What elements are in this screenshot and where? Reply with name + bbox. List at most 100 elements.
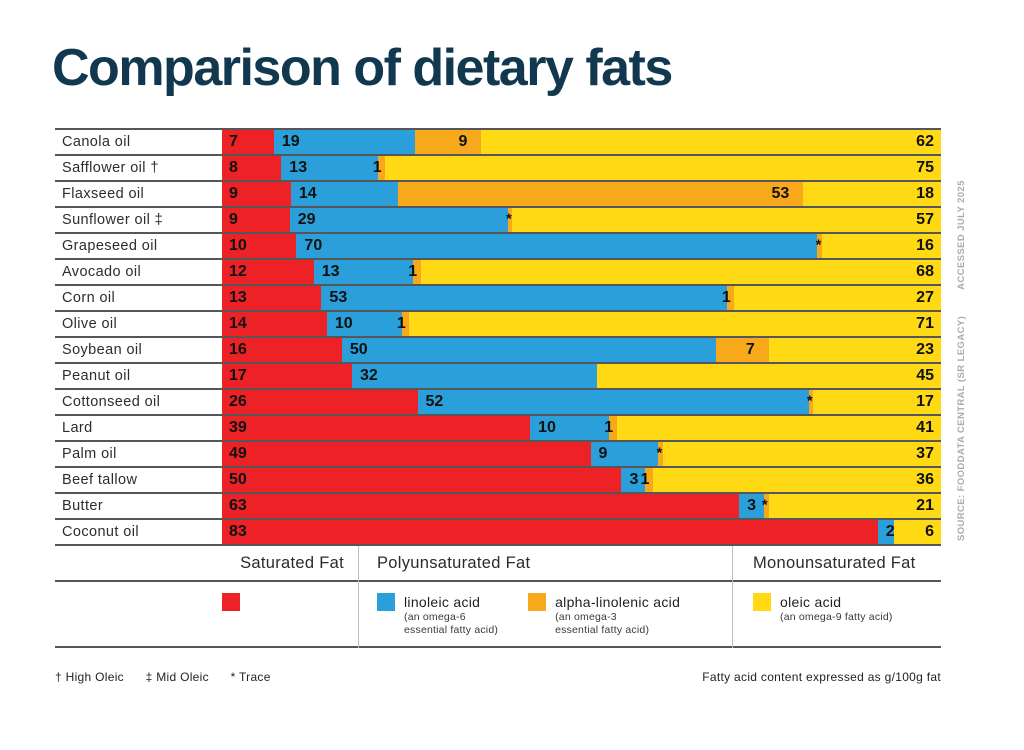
bar-segment-saturated: 26 (222, 390, 418, 414)
segment-value: 10 (229, 237, 247, 254)
row-label: Peanut oil (55, 364, 222, 388)
legend-header-polyunsaturated: Polyunsaturated Fat (359, 546, 732, 582)
row-label: Cottonseed oil (55, 390, 222, 414)
bar-segment-alpha-linolenic: 1 (408, 260, 421, 284)
segment-value: 29 (297, 211, 316, 228)
chart-row: Palm oil 49 9 * 37 (55, 442, 941, 468)
chart-row: Butter 63 3 * 21 (55, 494, 941, 520)
bar-segment-linoleic: 19 (273, 130, 415, 154)
segment-value: 37 (916, 445, 934, 462)
bar-segment-saturated: 13 (222, 286, 322, 310)
segment-value: 32 (360, 367, 378, 384)
row-label: Sunflower oil ‡ (55, 208, 222, 232)
stacked-bar: 63 3 * 21 (222, 494, 941, 518)
segment-value: 13 (321, 263, 340, 280)
saturated-swatch (222, 593, 240, 611)
bar-segment-linoleic: 13 (281, 156, 378, 180)
bar-segment-oleic: 36 (653, 468, 941, 492)
bar-segment-linoleic: 52 (417, 390, 809, 414)
bar-segment-oleic: 21 (768, 494, 941, 518)
legend-entry-linoleic: linoleic acid (an omega-6 essential fatt… (377, 593, 498, 637)
segment-value: 1 (721, 289, 731, 306)
legend: Saturated Fat Polyunsaturated Fat linole… (55, 546, 941, 648)
row-label: Grapeseed oil (55, 234, 222, 258)
bar-segment-alpha-linolenic: 1 (604, 416, 618, 440)
segment-value: 71 (916, 315, 934, 332)
linoleic-swatch (377, 593, 395, 611)
row-label: Palm oil (55, 442, 222, 466)
row-label: Lard (55, 416, 222, 440)
footnote-mid-oleic: ‡ Mid Oleic (145, 670, 209, 684)
stacked-bar: 8 13 1 75 (222, 156, 941, 180)
bar-segment-oleic: 6 (893, 520, 941, 544)
chart-row: Flaxseed oil 9 14 53 18 (55, 182, 941, 208)
footnote-units: Fatty acid content expressed as g/100g f… (702, 670, 941, 684)
bar-segment-alpha-linolenic: * (761, 494, 769, 518)
segment-value: 1 (396, 315, 406, 332)
row-label: Safflower oil † (55, 156, 222, 180)
chart-row: Olive oil 14 10 1 71 (55, 312, 941, 338)
segment-value: 57 (916, 211, 934, 228)
legend-entry-saturated (222, 593, 249, 611)
segment-value: 13 (289, 159, 308, 176)
oleic-swatch (753, 593, 771, 611)
bar-segment-linoleic: 14 (290, 182, 398, 206)
stacked-bar: 39 10 1 41 (222, 416, 941, 440)
segment-value: 70 (304, 237, 323, 254)
segment-value: 17 (229, 367, 247, 384)
segment-value: 3 (629, 471, 639, 488)
segment-value: 50 (349, 341, 368, 358)
bar-segment-saturated: 50 (222, 468, 622, 492)
segment-value: 16 (229, 341, 247, 358)
stacked-bar: 7 19 9 62 (222, 130, 941, 154)
bar-segment-oleic: 23 (768, 338, 941, 362)
legend-column-monounsaturated: Monounsaturated Fat oleic acid (an omega… (733, 546, 941, 648)
segment-value: 1 (604, 419, 614, 436)
segment-value: 68 (916, 263, 934, 280)
segment-value: 39 (229, 419, 247, 436)
legend-column-saturated: Saturated Fat (55, 546, 358, 648)
bar-segment-saturated: 7 (222, 130, 274, 154)
segment-value: 1 (372, 159, 382, 176)
bar-segment-alpha-linolenic: * (506, 208, 513, 232)
row-label: Olive oil (55, 312, 222, 336)
bar-segment-linoleic: 32 (352, 364, 597, 388)
segment-value: 36 (916, 471, 934, 488)
bar-segment-linoleic: 9 (590, 442, 659, 466)
bar-segment-alpha-linolenic: 1 (722, 286, 735, 310)
bar-segment-alpha-linolenic: 1 (373, 156, 386, 180)
bar-segment-linoleic: 53 (321, 286, 727, 310)
bar-segment-saturated: 10 (222, 234, 297, 258)
bar-segment-linoleic: 10 (530, 416, 610, 440)
segment-value: 19 (281, 133, 300, 150)
bar-segment-linoleic: 3 (621, 468, 646, 492)
bar-segment-linoleic: 50 (341, 338, 717, 362)
chart-row: Peanut oil 17 32 45 (55, 364, 941, 390)
bar-segment-saturated: 9 (222, 208, 290, 232)
chart-row: Coconut oil 83 2 6 (55, 520, 941, 546)
segment-value: 12 (229, 263, 247, 280)
segment-value: 83 (229, 523, 247, 540)
segment-value: 53 (329, 289, 348, 306)
segment-value: 7 (229, 133, 238, 150)
stacked-bar: 13 53 1 27 (222, 286, 941, 310)
segment-value: 21 (916, 497, 934, 514)
stacked-bar: 14 10 1 71 (222, 312, 941, 336)
chart-rows: Canola oil 7 19 9 62 Safflower oil † 8 13 1 75 Fla… (55, 130, 941, 546)
segment-value: * (806, 392, 813, 410)
legend-column-polyunsaturated: Polyunsaturated Fat linoleic acid (an om… (358, 546, 733, 648)
segment-value: 10 (538, 419, 556, 436)
bar-segment-alpha-linolenic: 9 (414, 130, 482, 154)
bar-segment-saturated: 12 (222, 260, 314, 284)
bar-segment-saturated: 9 (222, 182, 291, 206)
segment-value: 10 (334, 315, 353, 332)
segment-value: 8 (229, 159, 238, 176)
segment-value: 63 (229, 497, 247, 514)
segment-value: * (761, 496, 768, 514)
bar-segment-oleic: 71 (409, 312, 941, 336)
bar-segment-oleic: 75 (385, 156, 941, 180)
bar-segment-linoleic: 29 (289, 208, 508, 232)
row-label: Soybean oil (55, 338, 222, 362)
legend-entry-name: linoleic acid (404, 594, 481, 610)
